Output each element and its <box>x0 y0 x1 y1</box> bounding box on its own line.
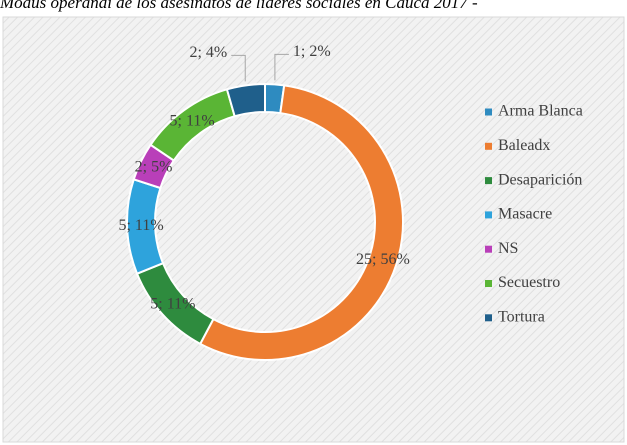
legend-marker <box>485 108 492 116</box>
legend-marker <box>485 245 492 253</box>
data-label: 1; 2% <box>293 43 331 60</box>
donut-slice <box>198 84 404 361</box>
data-label: 5; 11% <box>118 217 163 234</box>
legend-label: Desaparición <box>498 171 582 188</box>
data-label: 25; 56% <box>356 251 410 268</box>
legend-marker <box>485 211 492 219</box>
data-label: 5; 11% <box>170 112 215 129</box>
legend-marker <box>485 314 492 322</box>
leader-line <box>231 54 246 82</box>
legend-label: NS <box>498 240 518 257</box>
data-label: 5; 11% <box>150 296 195 313</box>
data-label: 2; 4% <box>189 44 227 61</box>
legend-label: Masacre <box>498 206 552 223</box>
legend-label: Secuestro <box>498 274 560 291</box>
leader-line <box>274 53 289 81</box>
donut-slice <box>225 82 266 118</box>
legend-label: Arma Blanca <box>498 103 583 120</box>
chart-title: Modus operandi de los asesinatos de líde… <box>0 0 478 12</box>
legend-label: Baleadx <box>498 137 550 154</box>
legend-marker <box>485 142 492 150</box>
data-label: 2; 5% <box>135 158 173 175</box>
legend-label: Tortura <box>498 308 545 325</box>
legend-marker <box>485 177 492 185</box>
plot-background <box>2 16 625 443</box>
title-area <box>0 0 627 12</box>
legend-marker <box>485 280 492 287</box>
